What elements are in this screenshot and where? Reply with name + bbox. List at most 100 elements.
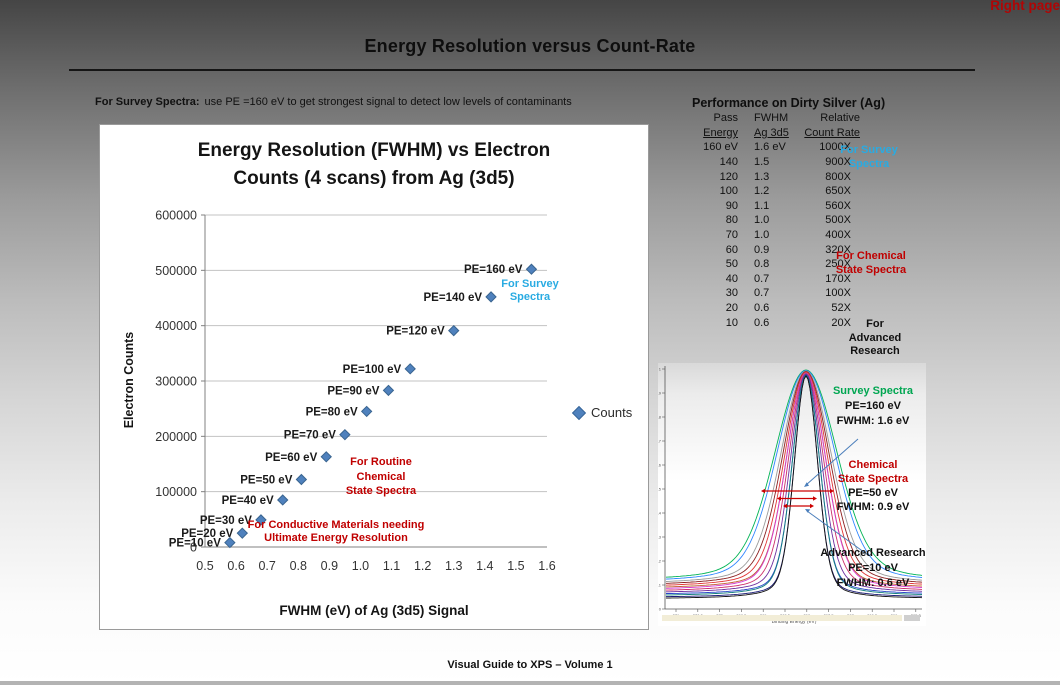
table-cell: 0.7 [754,272,770,285]
table-rows: 160 eV 1.6 eV 1000X 140 1.5 900X 120 1.3 800X 100… [688,140,860,330]
table-cell: 10 [725,316,738,329]
spectra-annotation: State Spectra [837,473,909,485]
x-axis-label: FWHM (eV) of Ag (3d5) Signal [279,603,469,618]
table-cell: 100 [719,185,738,198]
x-tick-label: 1.0 [352,559,369,573]
table-cell: 560X [825,199,851,212]
data-point [255,514,267,526]
table-cell: 170X [825,272,851,285]
chart-annotation: For Conductive Materials needing Ultimate… [247,519,425,544]
footer-text: Visual Guide to XPS – Volume 1 [447,659,613,671]
data-point [382,384,395,397]
spectra-y-tick-label: 0.5 [658,487,662,492]
table-annotation: For Survey Spectra [840,144,898,170]
table-cell: 500X [825,214,851,227]
data-point [320,451,332,463]
x-tick-label: 0.5 [196,559,213,573]
table-row: 80 1.0 500X [688,213,860,228]
y-tick-label: 400000 [155,319,197,333]
pointer-line-survey [805,438,859,486]
panel-strip [662,615,902,621]
scatter-chart-box: Energy Resolution (FWHM) vs Electron Cou… [99,124,649,630]
y-tick-label: 300000 [155,375,197,389]
table-cell: 70 [725,229,738,242]
survey-note-bold: For Survey Spectra: [95,96,200,108]
spectra-annotation: FWHM: 1.6 eV [836,415,910,427]
data-point [339,428,351,441]
data-point-label: PE=80 eV [306,406,358,418]
fwhm-arrowhead-left [761,488,765,494]
table-cell: 0.6 [754,316,770,329]
spectra-annotation: PE=50 eV [848,487,898,499]
data-point [485,291,497,303]
table-cell: 90 [725,199,738,212]
chart-title: Energy Resolution (FWHM) vs Electron Cou… [100,137,648,193]
y-tick-label: 0 [190,541,197,555]
spectrum-curve [665,370,923,582]
fwhm-arrowhead-right [810,503,814,509]
spectrum-curve [666,372,923,591]
chart-annotation: For Routine Chemical State Spectra [345,456,417,498]
table-header-row-1: Pass FWHM Relative [688,111,860,126]
data-point-label: PE=140 eV [424,292,483,304]
spectra-annotation: PE=160 eV [845,400,901,412]
scatter-plot: 0 100000 200000 300000 400000 500000 600000 0.5… [155,209,555,574]
table-cell: 320X [825,243,851,256]
spectrum-curve [666,375,923,599]
table-row: 40 0.7 170X [688,272,860,287]
pointer-arrowhead-advanced [805,509,811,513]
spectrum-curve [666,374,923,596]
spectra-y-tick-label: 0.8 [658,415,662,420]
table-cell: 140 [719,156,738,169]
table-cell: 900X [825,156,851,169]
spectra-annotation: Survey Spectra [832,385,914,397]
table-cell: 250X [825,258,851,271]
table-row: 20 0.6 52X [688,301,860,316]
table-annotation: For Chemical State Spectra [835,250,907,276]
data-point-label: PE=120 eV [386,326,445,338]
data-point-label: PE=100 eV [343,364,402,376]
data-point-label: PE=10 eV [169,538,221,550]
x-tick-label: 1.1 [383,559,400,573]
right-page-label: Right page [990,0,1060,13]
x-tick-label: 1.3 [445,559,462,573]
spectra-y-tick-label: 0 [659,607,662,612]
table-row: 30 0.7 100X [688,286,860,301]
spectra-plot: 371370.5370369.5369368.5368367.5367366.5… [658,366,923,625]
pointer-arrowhead-survey [804,482,809,487]
table-cell: 1.0 [754,229,770,242]
data-point-label: PE=40 eV [222,495,274,507]
table-cell: 160 eV [703,141,738,154]
spectrum-curve [665,369,923,578]
table-cell: 40 [725,272,738,285]
table-cell: 1.0 [754,214,770,227]
chart-title-line1: Energy Resolution (FWHM) vs Electron [197,140,551,161]
spectra-y-tick-label: 0.4 [658,511,662,516]
fwhm-arrowhead-right [813,496,817,501]
table-cell: 650X [825,185,851,198]
spectrum-curve [666,372,923,589]
table-cell: 50 [725,258,738,271]
spectra-x-axis-label: Binding Energy (eV) [772,619,817,625]
table-row: 10 0.6 20X [688,315,860,330]
table-row: 100 1.2 650X [688,184,860,199]
table-cell: 400X [825,229,851,242]
x-tick-label: 1.5 [507,559,524,573]
spectra-annotation: Advanced Research [820,547,926,559]
x-tick-label: 0.6 [227,559,244,573]
fwhm-arrowhead-left [777,496,781,501]
data-point [404,363,416,375]
header-ag3d5: Ag 3d5 [754,126,789,139]
survey-note-rest: use PE =160 eV to get strongest signal t… [204,96,572,108]
table-cell: 1.3 [754,170,770,183]
header-count-rate: Count Rate [804,126,860,139]
data-point [360,405,373,418]
y-axis-label: Electron Counts [122,331,136,429]
table-cell: 0.6 [754,302,770,315]
header-fwhm: FWHM [754,112,789,125]
y-tick-label: 200000 [155,430,197,444]
table-cell: 100X [825,287,851,300]
table-row: 90 1.1 560X [688,199,860,214]
data-point [295,473,308,486]
